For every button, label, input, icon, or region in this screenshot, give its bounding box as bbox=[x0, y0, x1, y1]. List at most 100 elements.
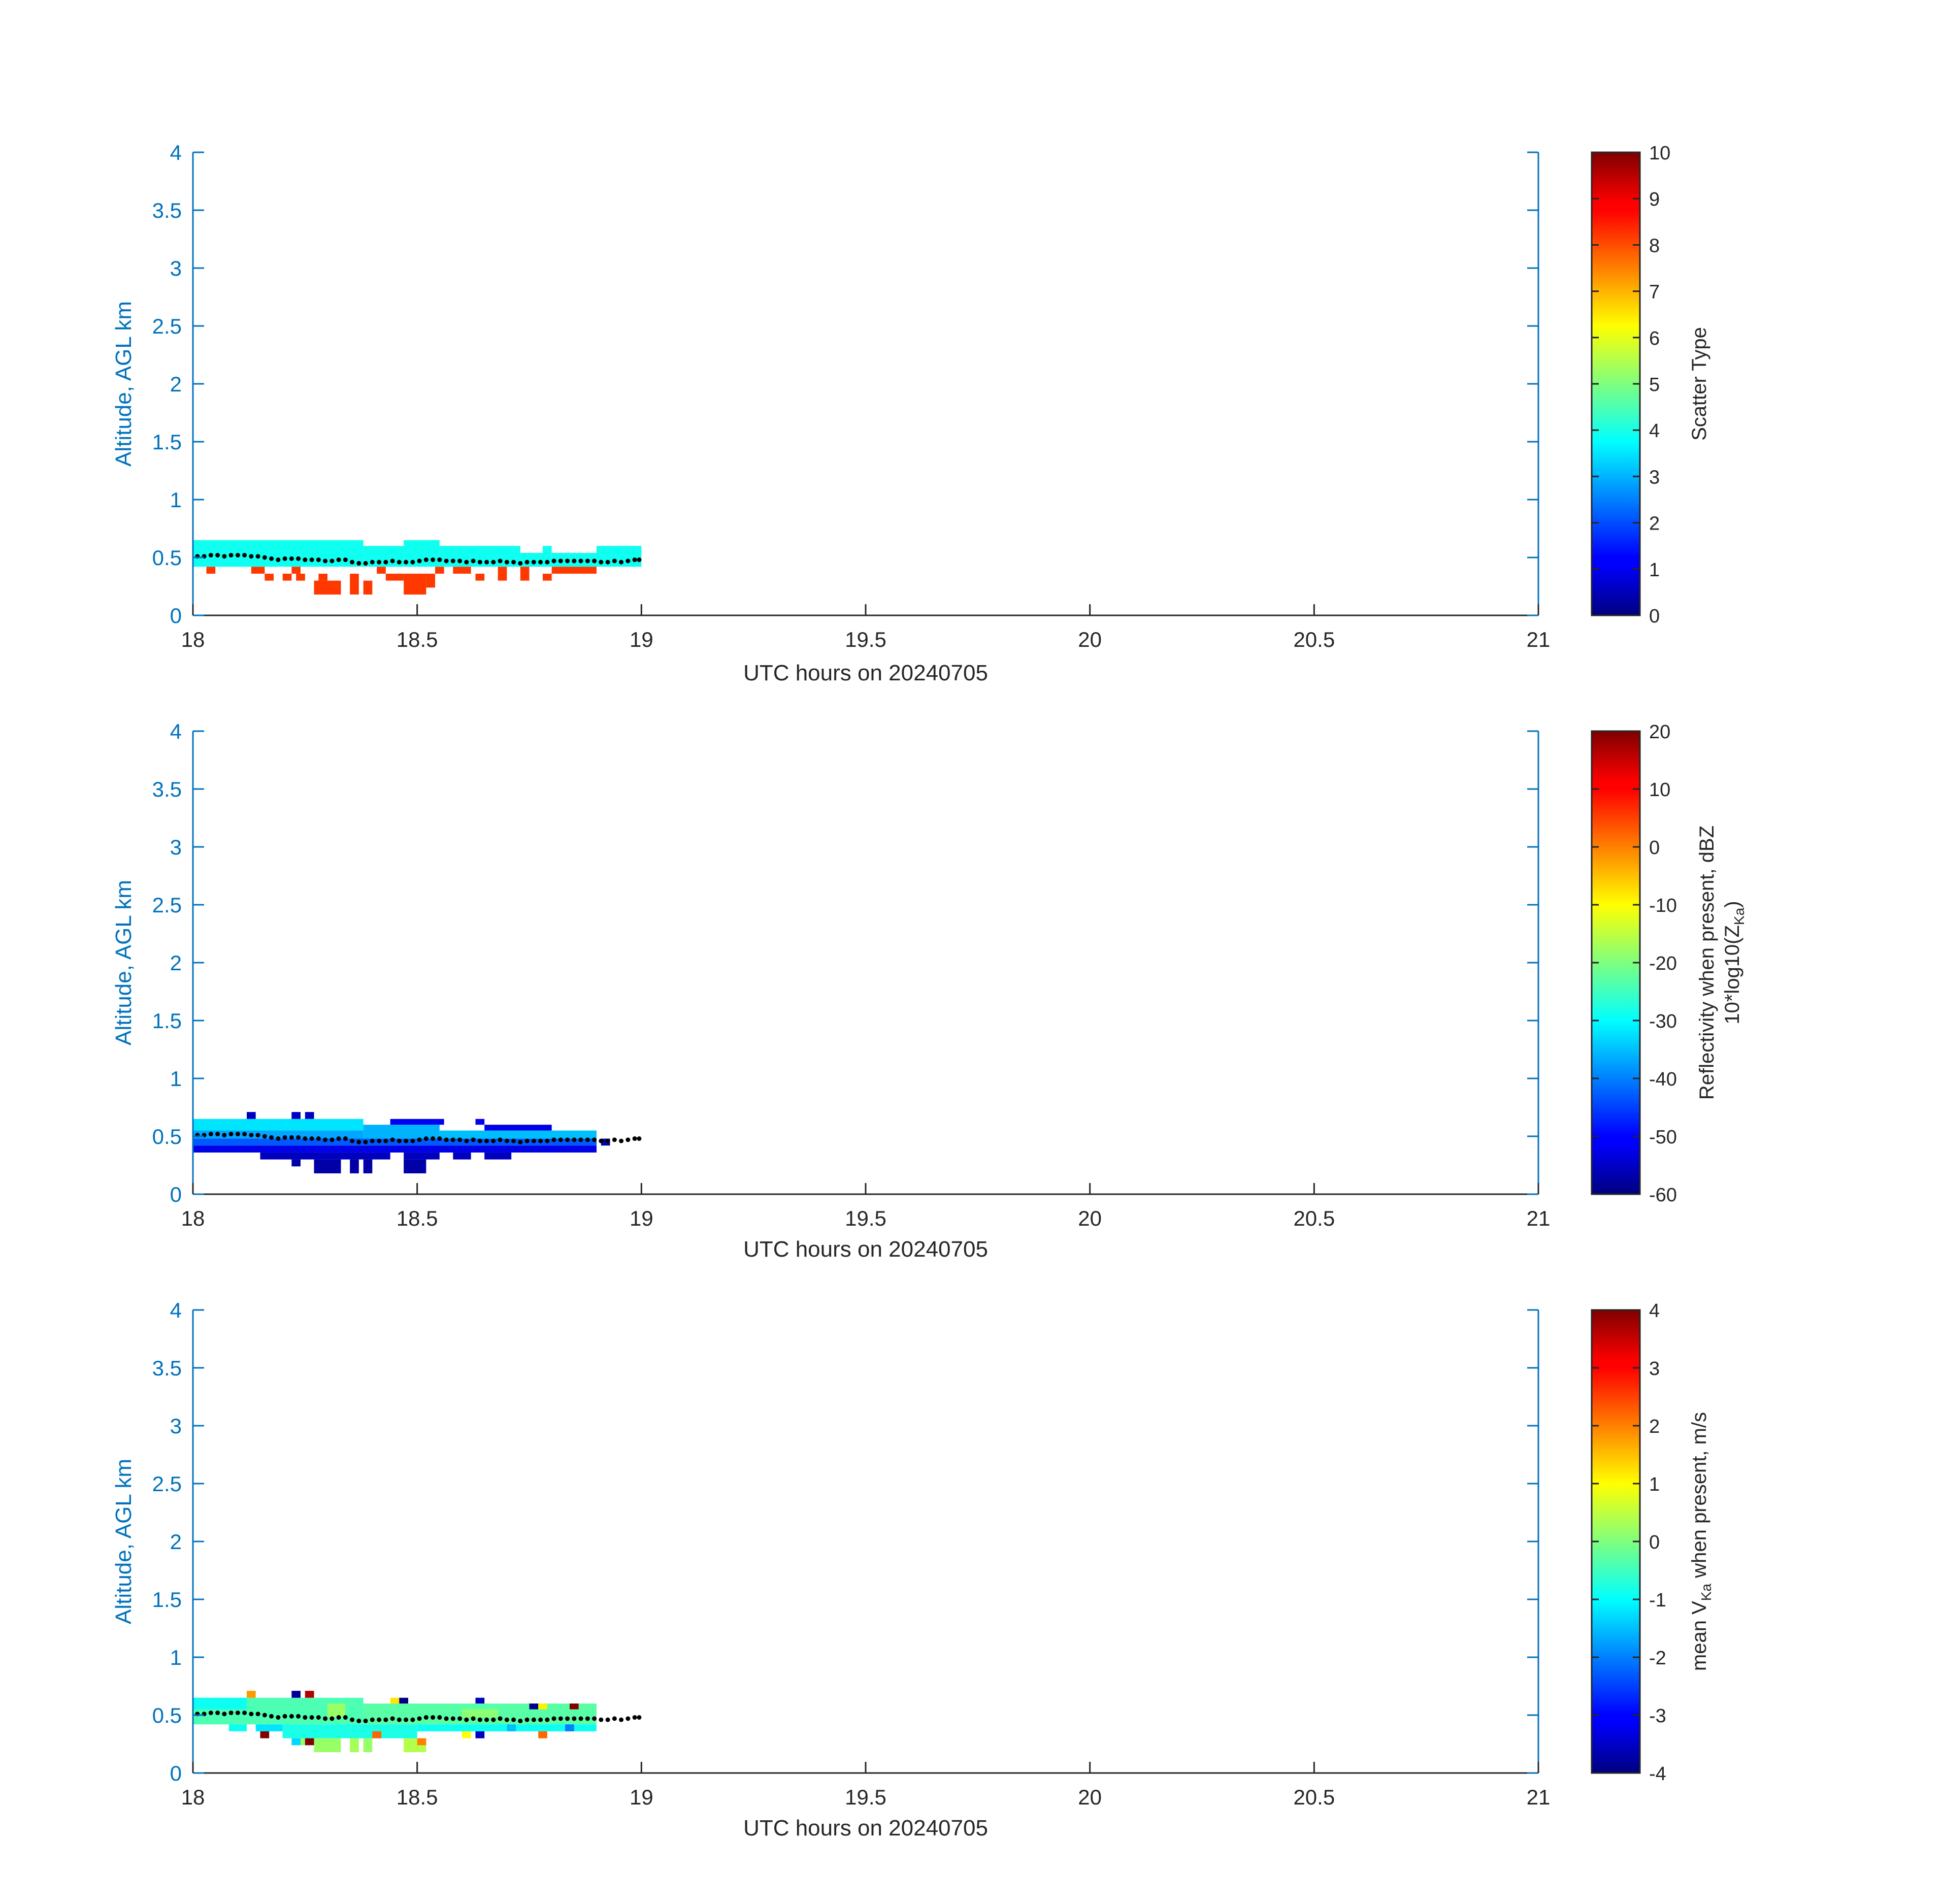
colorbar-tick-label: -30 bbox=[1649, 1011, 1677, 1032]
colorbar-tick-label: 2 bbox=[1649, 1416, 1660, 1437]
altitude-marker bbox=[431, 1136, 436, 1141]
data-cell bbox=[260, 1152, 390, 1160]
colorbar: 0 1 2 3 4 5 6 7 8 9 10 Scatter Type bbox=[1591, 143, 1710, 627]
altitude-marker bbox=[423, 1715, 429, 1720]
altitude-marker bbox=[215, 1710, 220, 1715]
colorbar-tick-label: -50 bbox=[1649, 1127, 1677, 1148]
y-tick-label: 0.5 bbox=[152, 1703, 182, 1727]
x-tick-label: 19.5 bbox=[845, 1206, 886, 1230]
colorbar-tick-label: 7 bbox=[1649, 282, 1660, 303]
x-tick-label: 18.5 bbox=[397, 628, 438, 651]
y-tick-label: 2 bbox=[170, 951, 182, 975]
altitude-marker bbox=[323, 1716, 328, 1721]
altitude-marker bbox=[538, 1717, 543, 1722]
altitude-marker bbox=[637, 1715, 642, 1720]
colorbar-tick-label: -3 bbox=[1649, 1705, 1666, 1727]
altitude-marker bbox=[208, 1131, 213, 1136]
altitude-marker bbox=[612, 1137, 617, 1142]
altitude-marker bbox=[228, 1131, 234, 1136]
colorbar-ticks: -4 -3 -2 -1 0 1 2 3 4 bbox=[1592, 1300, 1666, 1785]
altitude-marker bbox=[431, 1715, 436, 1720]
altitude-marker bbox=[464, 1717, 469, 1722]
colorbar-tick-label: -20 bbox=[1649, 953, 1677, 974]
altitude-marker bbox=[585, 1716, 590, 1721]
data-cell bbox=[350, 1159, 359, 1173]
data-cell bbox=[363, 1159, 373, 1173]
x-tick-label: 20 bbox=[1078, 1206, 1102, 1230]
altitude-marker bbox=[404, 560, 409, 565]
data-cell bbox=[565, 1724, 574, 1731]
altitude-marker bbox=[269, 1135, 274, 1140]
altitude-marker bbox=[457, 1716, 463, 1721]
x-tick-label: 19.5 bbox=[845, 1785, 886, 1809]
y-tick-label: 1.5 bbox=[152, 430, 182, 454]
x-tick-label: 20 bbox=[1078, 628, 1102, 651]
colorbar-ticks: 0 1 2 3 4 5 6 7 8 9 10 bbox=[1592, 143, 1670, 627]
altitude-marker bbox=[377, 560, 382, 565]
altitude-marker bbox=[585, 559, 590, 564]
y-tick-label: 1 bbox=[170, 488, 182, 512]
altitude-marker bbox=[208, 1710, 213, 1715]
colorbar-tick-label: 6 bbox=[1649, 328, 1660, 349]
altitude-marker bbox=[491, 1717, 496, 1722]
altitude-marker bbox=[637, 1136, 642, 1141]
data-cell bbox=[305, 1112, 314, 1119]
data-cell bbox=[484, 1125, 552, 1131]
altitude-marker bbox=[605, 1717, 610, 1722]
altitude-marker bbox=[545, 560, 550, 565]
y-tick-label: 2.5 bbox=[152, 314, 182, 338]
x-tick-label: 19.5 bbox=[845, 628, 886, 651]
altitude-marker bbox=[457, 559, 463, 564]
data-cell bbox=[193, 1697, 247, 1710]
altitude-marker bbox=[309, 1715, 314, 1720]
data-cell bbox=[282, 573, 292, 581]
altitude-marker bbox=[464, 1138, 469, 1143]
altitude-marker bbox=[296, 1135, 301, 1140]
altitude-marker bbox=[565, 559, 570, 564]
altitude-marker bbox=[626, 1716, 631, 1721]
colorbar-tick-label: 8 bbox=[1649, 235, 1660, 256]
panel-scatter-type: 00.511.522.533.54 18 18.5 19 19.5 20 20.5 21 A… bbox=[111, 141, 1710, 685]
altitude-marker bbox=[524, 1717, 530, 1722]
plot-cells bbox=[193, 540, 642, 595]
data-cell bbox=[363, 546, 404, 567]
colorbar-label-sub: Ka bbox=[1698, 1583, 1714, 1601]
data-cell bbox=[363, 580, 373, 595]
data-cell bbox=[251, 567, 265, 574]
y-tick-label: 0 bbox=[170, 1183, 182, 1206]
altitude-marker bbox=[511, 560, 516, 565]
data-cell bbox=[462, 567, 471, 574]
data-cell bbox=[475, 573, 485, 581]
altitude-marker bbox=[632, 557, 637, 563]
altitude-marker bbox=[626, 1137, 631, 1142]
colorbar-label-line2-prefix: 10*log10(Z bbox=[1721, 925, 1743, 1025]
y-ticks: 0 0.5 1 1.5 2 2.5 3 3.5 4 bbox=[152, 141, 1538, 628]
altitude-marker bbox=[545, 1717, 550, 1722]
y-tick-label: 3.5 bbox=[152, 199, 182, 222]
colorbar-label-line1: Reflectivity when present, dBZ bbox=[1696, 826, 1718, 1100]
altitude-marker bbox=[626, 559, 631, 564]
data-cell bbox=[350, 573, 359, 595]
altitude-marker bbox=[363, 1139, 368, 1144]
data-cell bbox=[538, 1731, 547, 1738]
altitude-marker bbox=[551, 559, 556, 564]
colorbar-tick-label: 20 bbox=[1649, 721, 1670, 743]
panel-reflectivity: 0 0.5 1 1.5 2 2.5 3 3.5 4 18 18.5 19 19.5 20 20.5 21 A… bbox=[111, 719, 1747, 1262]
altitude-marker bbox=[437, 1715, 442, 1720]
altitude-marker bbox=[370, 1138, 375, 1143]
altitude-marker bbox=[471, 1137, 476, 1142]
data-cell bbox=[193, 540, 364, 567]
data-cell bbox=[597, 546, 642, 567]
altitude-marker bbox=[276, 557, 281, 563]
colorbar-tick-label: -4 bbox=[1649, 1763, 1666, 1785]
data-cell bbox=[453, 567, 462, 574]
altitude-marker bbox=[336, 557, 341, 563]
altitude-marker bbox=[491, 560, 496, 565]
altitude-marker bbox=[498, 559, 503, 564]
y-tick-label: 4 bbox=[170, 1298, 182, 1322]
data-cell bbox=[453, 1152, 471, 1160]
altitude-marker bbox=[599, 1138, 604, 1143]
data-cell bbox=[206, 567, 216, 574]
data-cell bbox=[260, 1731, 270, 1738]
altitude-marker bbox=[498, 1716, 503, 1721]
